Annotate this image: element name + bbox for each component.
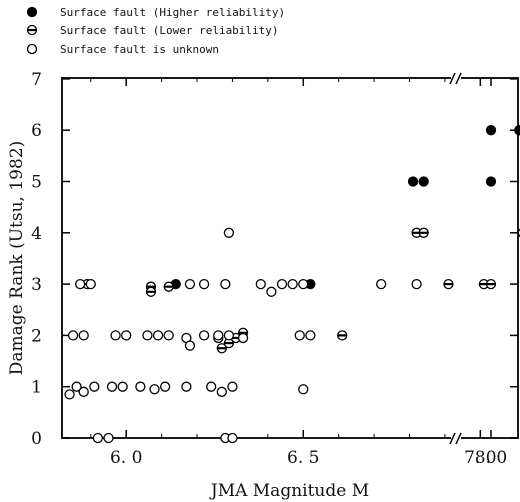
data-points [64,125,520,444]
data-point-unknown [85,278,96,290]
data-point-unknown [184,340,196,351]
data-point-unknown [266,286,277,297]
data-point-unknown [198,330,210,341]
y-tick-label: 3 [31,275,42,295]
x-axis-ticks: 6. 0 6. 5 7. 08. 0 [90,78,507,468]
data-point-unknown [305,330,316,341]
data-point-unknown [216,386,227,397]
data-point-lower-reliability [337,330,348,341]
data-point-unknown [92,432,104,444]
data-point-unknown [294,330,305,341]
data-point-unknown [184,278,196,290]
y-tick-label: 0 [31,429,42,449]
legend-label-lower-reliability: Surface fault (Lower reliability) [60,24,279,37]
data-point-unknown [237,332,249,344]
legend-label-higher-reliability: Surface fault (Higher reliability) [60,6,285,19]
y-axis-title: Damage Rank (Utsu, 1982) [7,141,27,376]
legend-item-higher-reliability: Surface fault (Higher reliability) [26,6,285,19]
data-point-unknown [110,330,121,341]
x-tick-label: 8. 0 [475,448,507,468]
data-point-higher-reliability [485,125,497,136]
data-point-unknown [198,278,210,290]
data-point-unknown [181,381,192,392]
data-point-unknown [135,381,146,392]
y-tick-label: 2 [31,326,42,346]
data-point-unknown [64,389,75,400]
data-point-unknown [411,278,422,290]
data-point-unknown [163,330,174,341]
data-point-unknown [117,381,128,392]
legend-item-unknown: Surface fault is unknown [26,43,219,56]
data-point-unknown [152,330,164,341]
data-point-unknown [89,381,100,392]
y-tick-label: 5 [31,173,42,193]
data-point-unknown [227,432,238,444]
data-point-unknown [220,278,231,290]
data-point-unknown [121,330,132,341]
x-tick-label: 7. 0 [464,448,496,468]
y-tick-label: 6 [31,121,42,141]
data-point-lower-reliability [145,286,157,297]
data-point-higher-reliability [407,176,419,187]
data-point-unknown [287,278,298,290]
data-point-unknown [206,381,217,392]
legend-item-lower-reliability: Surface fault (Lower reliability) [26,24,279,37]
data-point-higher-reliability [485,176,497,187]
data-point-unknown [376,278,387,290]
axis-break-marker-top [449,72,462,85]
data-point-unknown [142,330,153,341]
data-point-higher-reliability [514,125,520,136]
axis-break-marker-bottom [449,432,462,445]
data-point-unknown [223,227,235,238]
data-point-unknown [103,432,114,444]
y-tick-label: 4 [31,224,42,244]
data-point-unknown [78,330,89,341]
data-point-lower-reliability [163,281,174,292]
plot-frame [61,77,519,439]
data-point-unknown [223,330,235,341]
data-point-unknown [213,330,224,341]
data-point-lower-reliability [443,278,454,290]
data-point-unknown [298,278,309,290]
y-tick-label: 7 [31,70,42,90]
data-point-lower-reliability [216,343,227,354]
x-axis-title: JMA Magnitude M [209,481,369,501]
data-point-higher-reliability [418,176,429,187]
legend-marker-higher-reliability [26,6,38,18]
data-point-unknown [276,278,288,290]
y-axis-ticks: 0 1 2 3 4 5 6 7 [31,70,518,449]
data-point-lower-reliability [485,278,497,290]
data-point-unknown [67,330,79,341]
data-point-unknown [255,278,266,290]
data-point-unknown [149,384,160,395]
legend-label-unknown: Surface fault is unknown [60,43,219,56]
legend: Surface fault (Higher reliability) Surfa… [26,6,285,56]
data-point-unknown [298,384,309,395]
x-tick-label: 6. 0 [110,448,142,468]
y-tick-label: 1 [31,378,42,398]
x-tick-label: 6. 5 [287,448,319,468]
data-point-unknown [227,381,238,392]
data-point-unknown [160,381,171,392]
legend-marker-unknown [26,43,38,55]
data-point-unknown [71,381,82,392]
data-point-unknown [78,386,89,397]
data-point-unknown [106,381,118,392]
data-point-unknown [75,278,86,290]
data-point-lower-reliability [418,227,429,238]
